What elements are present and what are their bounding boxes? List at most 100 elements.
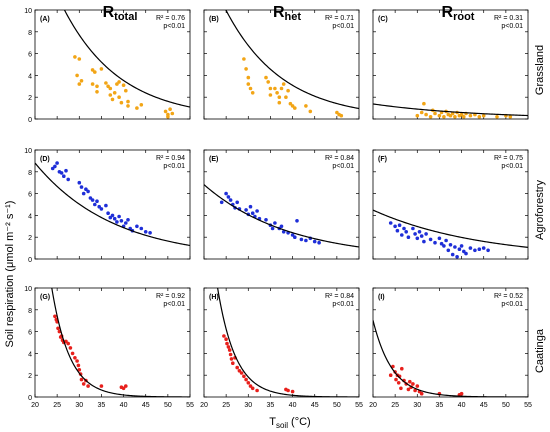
data-point — [396, 381, 401, 385]
data-point — [428, 237, 433, 242]
data-point — [477, 247, 482, 251]
y-tick-label: 8 — [28, 170, 32, 177]
p-value-label: p<0.01 — [501, 23, 523, 30]
data-point — [222, 334, 226, 338]
data-point — [339, 113, 344, 118]
data-point — [317, 240, 321, 245]
r-squared-label: R² = 0.84 — [325, 155, 354, 162]
row-labels: Grassland Agroforestry Caatinga — [534, 45, 546, 373]
x-tick-label: 25 — [391, 402, 399, 409]
data-point — [135, 106, 139, 110]
data-point — [244, 67, 248, 71]
data-point — [286, 88, 290, 93]
data-point — [459, 112, 464, 117]
data-point — [124, 88, 128, 93]
y-tick-label: 0 — [28, 117, 32, 124]
data-point — [126, 218, 130, 222]
data-point — [93, 70, 97, 74]
data-point — [248, 384, 253, 388]
data-point — [90, 82, 95, 86]
data-point — [459, 391, 464, 396]
x-tick-label: 40 — [458, 402, 466, 409]
data-point — [70, 351, 75, 356]
data-point — [400, 233, 404, 237]
p-value-label: p<0.01 — [501, 301, 523, 308]
data-point — [495, 115, 499, 119]
data-point — [121, 83, 126, 87]
data-point — [268, 86, 273, 91]
data-point — [304, 238, 308, 243]
panel-frame — [203, 9, 360, 120]
data-point — [246, 82, 251, 86]
data-point — [112, 91, 117, 95]
p-value-label: p<0.01 — [501, 163, 523, 170]
p-value-label: p<0.01 — [332, 163, 354, 170]
data-point — [433, 240, 437, 245]
data-point — [95, 84, 99, 89]
data-point — [93, 202, 97, 207]
data-point — [115, 82, 119, 86]
r-squared-label: R² = 0.92 — [156, 293, 185, 300]
data-point — [224, 191, 228, 196]
data-point — [453, 115, 457, 119]
y-tick-label: 8 — [28, 308, 32, 315]
y-tick-label: 6 — [28, 330, 32, 337]
row-label-grassland: Grassland — [534, 45, 546, 95]
x-tick-label: 50 — [502, 402, 510, 409]
data-point — [442, 115, 446, 119]
data-point — [55, 161, 59, 165]
data-point — [406, 235, 411, 239]
panel-7: 20 25 30 35 40 45 50 55 (H) R² = 0.84p<0.01 — [200, 287, 363, 409]
panel-0: 0 2 4 6 8 10 (A) R² = 0.76p<0.01 — [24, 8, 191, 124]
row-label-agroforestry: Agroforestry — [534, 180, 546, 240]
data-point — [266, 80, 271, 84]
data-point — [170, 111, 175, 116]
data-point — [59, 171, 64, 175]
r-squared-label: R² = 0.84 — [325, 293, 354, 300]
data-point — [419, 110, 424, 115]
data-point — [279, 86, 284, 91]
data-point — [124, 384, 128, 388]
x-tick-label: 30 — [413, 402, 421, 409]
data-point — [239, 371, 244, 375]
data-point — [417, 230, 422, 234]
data-point — [290, 104, 295, 108]
y-tick-label: 2 — [28, 95, 32, 102]
data-point — [486, 248, 490, 253]
data-point — [246, 381, 251, 385]
data-point — [442, 244, 446, 248]
data-point — [248, 86, 253, 91]
data-point — [393, 224, 397, 229]
column-header-total: Rtotal — [103, 4, 138, 23]
r-squared-label: R² = 0.31 — [494, 15, 523, 22]
panel-frame — [203, 287, 360, 398]
x-axis-label: Tsoil (°C) — [269, 416, 310, 430]
y-tick-label: 4 — [28, 351, 32, 358]
data-point — [90, 198, 95, 202]
data-point — [250, 91, 255, 95]
data-point — [77, 180, 82, 185]
x-tick-label: 35 — [98, 402, 106, 409]
x-tick-label: 45 — [311, 402, 319, 409]
data-point — [277, 95, 282, 99]
data-point — [53, 164, 57, 169]
x-tick-label: 40 — [289, 402, 297, 409]
data-point — [86, 189, 90, 194]
data-point — [404, 230, 409, 234]
panel-frame — [203, 149, 360, 260]
panel-label: (E) — [209, 156, 218, 163]
r-squared-label: R² = 0.76 — [156, 15, 185, 22]
data-point — [95, 90, 99, 94]
data-point — [90, 68, 95, 72]
panel-frame — [372, 287, 529, 398]
panel-frame — [372, 149, 529, 260]
data-point — [250, 211, 255, 215]
data-point — [79, 185, 84, 189]
data-point — [428, 115, 433, 119]
y-tick-label: 0 — [28, 395, 32, 402]
y-tick-label: 4 — [28, 213, 32, 220]
data-point — [244, 208, 248, 212]
data-point — [226, 345, 231, 349]
data-point — [244, 377, 248, 382]
